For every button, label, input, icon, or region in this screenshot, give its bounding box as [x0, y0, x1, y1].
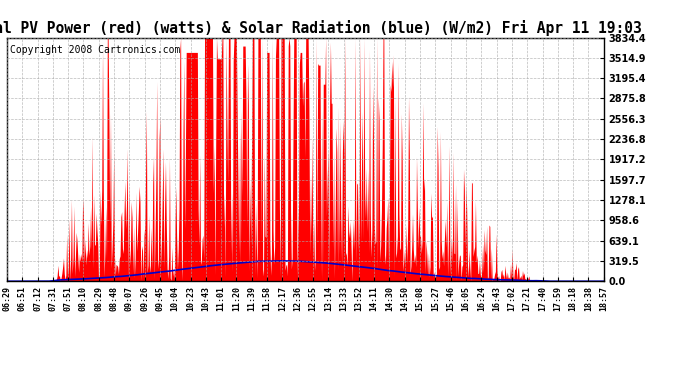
Text: Copyright 2008 Cartronics.com: Copyright 2008 Cartronics.com	[10, 45, 180, 55]
Title: Total PV Power (red) (watts) & Solar Radiation (blue) (W/m2) Fri Apr 11 19:03: Total PV Power (red) (watts) & Solar Rad…	[0, 20, 642, 36]
